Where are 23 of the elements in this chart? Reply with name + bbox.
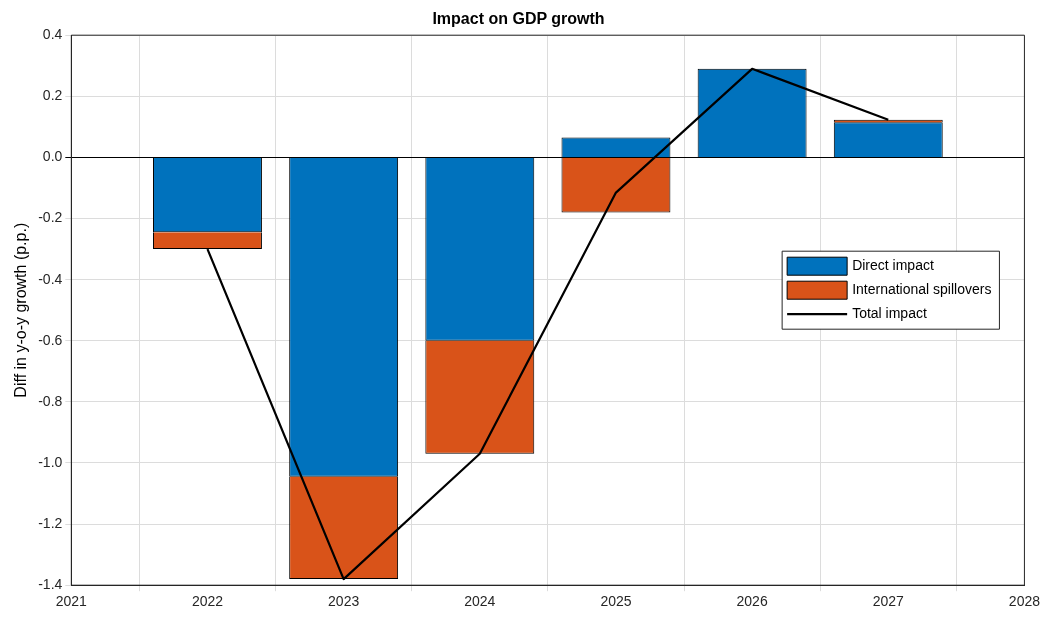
x-tick-label: 2028: [1008, 593, 1041, 610]
y-tick-label: -1.4: [38, 576, 63, 593]
y-tick-label: -0.2: [38, 209, 63, 226]
legend-label: Total impact: [852, 305, 927, 322]
y-tick-label: -0.6: [38, 331, 63, 348]
chart-title: Impact on GDP growth: [432, 10, 605, 28]
legend-label: International spillovers: [852, 281, 992, 298]
legend-label: Direct impact: [852, 257, 934, 274]
x-tick-label: 2025: [600, 593, 632, 610]
x-tick-label: 2021: [55, 593, 88, 610]
y-tick-label: -0.4: [38, 270, 63, 287]
x-tick-label: 2024: [464, 593, 496, 610]
x-tick-label: 2023: [328, 593, 360, 610]
y-axis-title: Diff in y-o-y growth (p.p.): [12, 222, 30, 398]
x-tick-label: 2022: [191, 593, 224, 610]
y-tick-label: -0.8: [38, 392, 63, 409]
y-tick-label: -1.0: [38, 453, 63, 470]
y-tick-label: -1.2: [38, 514, 63, 531]
x-tick-label: 2026: [736, 593, 768, 610]
y-tick-label: 0.0: [42, 148, 63, 165]
y-tick-label: 0.2: [42, 87, 63, 104]
x-tick-label: 2027: [872, 593, 905, 610]
y-tick-label: 0.4: [42, 26, 63, 43]
